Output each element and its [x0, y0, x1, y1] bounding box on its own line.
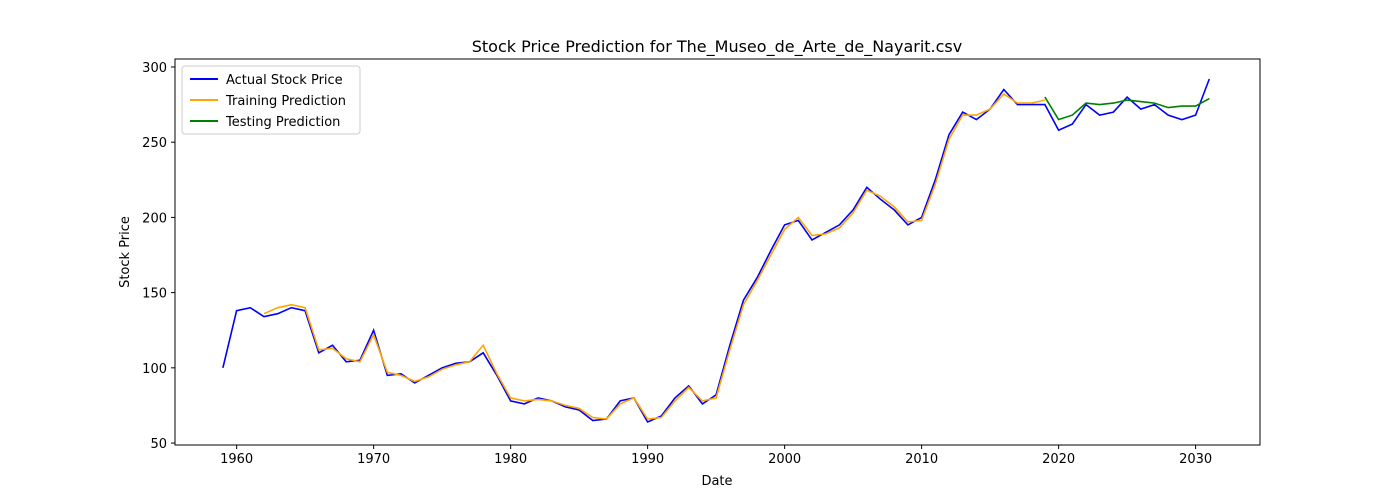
series-line	[263, 92, 1046, 420]
x-tick-label: 1970	[357, 452, 390, 467]
legend-label: Actual Stock Price	[226, 73, 343, 88]
x-axis-label: Date	[701, 474, 732, 489]
legend: Actual Stock Price Training Prediction Tes…	[181, 65, 361, 135]
legend-label: Testing Prediction	[225, 115, 340, 130]
x-tick-label: 1980	[494, 452, 527, 467]
legend-box	[181, 65, 361, 135]
y-tick-label: 250	[142, 136, 167, 151]
series-line	[222, 78, 1211, 424]
x-tick-label: 2020	[1042, 452, 1075, 467]
x-tick-label: 1960	[220, 452, 253, 467]
x-tick-label: 2010	[905, 452, 938, 467]
x-tick-label: 1990	[631, 452, 664, 467]
plot-frame	[174, 58, 1261, 446]
legend-label: Training Prediction	[225, 94, 346, 109]
chart-title: Stock Price Prediction for The_Museo_de_…	[472, 37, 962, 57]
y-tick-label: 300	[142, 61, 167, 76]
x-tick-label: 2030	[1179, 452, 1212, 467]
y-tick-label: 100	[142, 362, 167, 377]
series-line	[1044, 96, 1210, 121]
y-axis-label: Stock Price	[118, 216, 133, 288]
y-tick-label: 200	[142, 211, 167, 226]
y-tick-label: 50	[150, 437, 167, 452]
y-tick-label: 150	[142, 287, 167, 302]
x-tick-label: 2000	[768, 452, 801, 467]
